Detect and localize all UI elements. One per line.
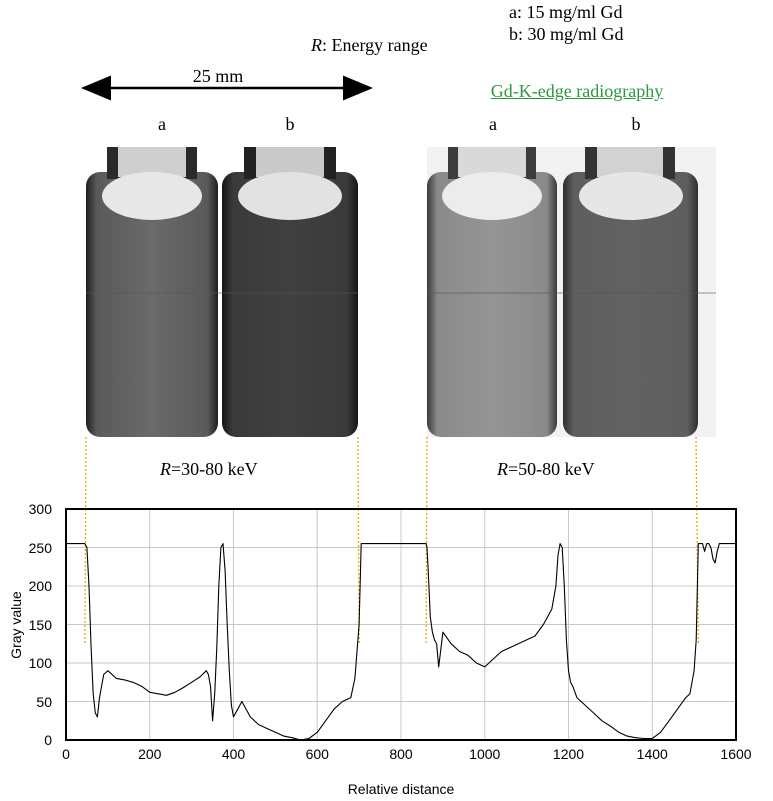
y-tick-label: 250 bbox=[28, 539, 52, 556]
panel-label-right-b: b bbox=[631, 114, 641, 134]
x-tick-label: 200 bbox=[138, 746, 162, 762]
x-axis-title: Relative distance bbox=[347, 781, 455, 797]
legend-b: b: 30 mg/ml Gd bbox=[509, 24, 624, 44]
x-tick-label: 1200 bbox=[552, 746, 585, 762]
y-tick-label: 200 bbox=[28, 578, 52, 594]
x-tick-label: 1000 bbox=[469, 746, 501, 762]
x-tick-label: 400 bbox=[221, 746, 246, 762]
panel-label-left-a: a bbox=[158, 114, 166, 134]
x-tick-label: 800 bbox=[389, 746, 413, 762]
gd-k-edge-title: Gd-K-edge radiography bbox=[490, 81, 664, 101]
x-tick-label: 1400 bbox=[636, 746, 668, 762]
energy-range-symbol: R bbox=[311, 35, 322, 55]
range-left-label: R=30-80 keV bbox=[160, 459, 258, 479]
series-line bbox=[66, 543, 736, 741]
legend-a: a: 15 mg/ml Gd bbox=[509, 2, 623, 22]
guide-line bbox=[425, 436, 428, 644]
y-tick-label: 100 bbox=[28, 655, 52, 671]
range-right-label: R=50-80 keV bbox=[497, 459, 595, 479]
energy-range-text: : Energy range bbox=[322, 35, 428, 55]
range-left-value: =30-80 keV bbox=[171, 459, 258, 479]
y-tick-label: 300 bbox=[28, 501, 52, 517]
y-tick-label: 150 bbox=[28, 616, 52, 633]
y-tick-label: 0 bbox=[44, 732, 52, 748]
plot-frame bbox=[65, 508, 737, 741]
y-axis-title: Gray value bbox=[8, 590, 24, 659]
panel-label-left-b: b bbox=[285, 114, 295, 134]
guide-line bbox=[84, 436, 87, 644]
radiograph-right bbox=[427, 147, 716, 437]
y-tick-label: 50 bbox=[36, 693, 52, 710]
range-left-symbol: R bbox=[160, 459, 171, 479]
range-right-value: =50-80 keV bbox=[508, 459, 595, 479]
gray-value-chart bbox=[65, 436, 737, 741]
energy-range-label: R: Energy range bbox=[311, 35, 428, 55]
guide-line bbox=[357, 436, 360, 644]
x-tick-label: 0 bbox=[62, 746, 70, 762]
panel-label-right-a: a bbox=[489, 114, 497, 134]
range-right-symbol: R bbox=[497, 459, 508, 479]
guide-line bbox=[695, 436, 699, 644]
radiograph-left bbox=[86, 147, 358, 437]
x-tick-label: 1600 bbox=[720, 746, 752, 762]
x-tick-label: 600 bbox=[305, 746, 329, 762]
